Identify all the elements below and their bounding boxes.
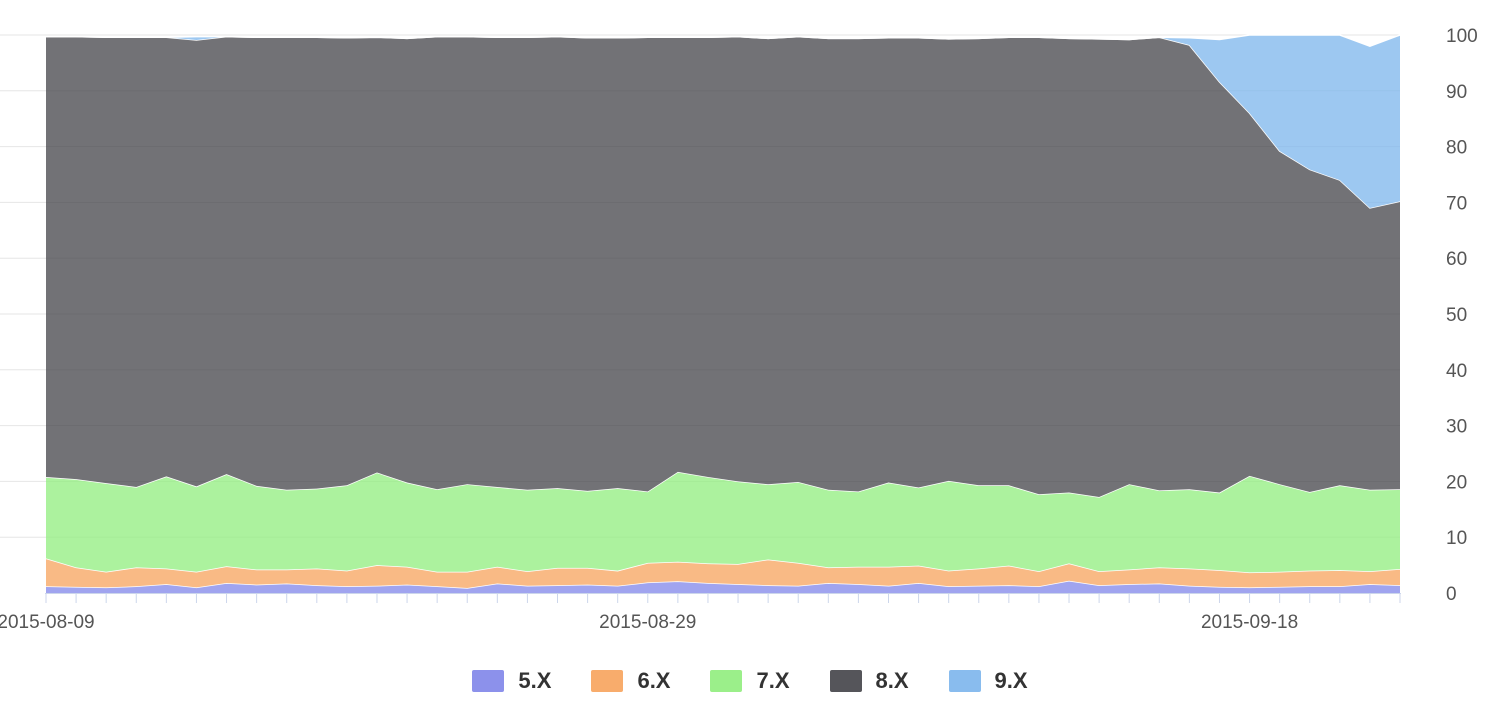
legend: 5.X 6.X 7.X 8.X 9.X [0, 668, 1500, 694]
legend-item-8x[interactable]: 8.X [829, 668, 909, 694]
y-tick-label: 90 [1446, 82, 1467, 103]
y-tick-label: 100 [1446, 26, 1478, 47]
legend-item-7x[interactable]: 7.X [710, 668, 790, 694]
legend-swatch [829, 670, 862, 692]
series-area-9x[interactable] [46, 35, 1400, 208]
y-tick-label: 50 [1446, 305, 1467, 326]
y-tick-label: 60 [1446, 249, 1467, 270]
legend-label: 9.X [994, 668, 1028, 693]
series-line-9x [46, 34, 1401, 47]
x-axis-labels: 2015-08-09 2015-08-29 2015-09-18 [0, 612, 1298, 633]
series-area-7x[interactable] [46, 471, 1400, 573]
x-tick-label: 2015-08-09 [0, 612, 95, 633]
y-tick-label: 80 [1446, 138, 1467, 159]
legend-swatch [710, 670, 743, 692]
legend-swatch [948, 670, 981, 692]
legend-label: 8.X [875, 668, 909, 693]
x-tick-label: 2015-08-29 [599, 612, 696, 633]
legend-label: 7.X [756, 668, 790, 693]
y-tick-label: 10 [1446, 528, 1467, 549]
legend-swatch [591, 670, 624, 692]
y-tick-label: 0 [1446, 584, 1457, 605]
y-tick-label: 20 [1446, 472, 1467, 493]
y-tick-label: 40 [1446, 361, 1467, 382]
y-axis: 0 10 20 30 40 50 60 70 80 90 100 [1446, 26, 1478, 605]
series-area-5x[interactable] [46, 580, 1400, 593]
legend-label: 6.X [637, 668, 671, 693]
legend-item-6x[interactable]: 6.X [591, 668, 670, 694]
y-tick-label: 70 [1446, 193, 1467, 214]
legend-item-9x[interactable]: 9.X [948, 668, 1028, 694]
series-area-8x[interactable] [46, 36, 1400, 498]
legend-label: 5.X [518, 668, 552, 693]
legend-swatch [472, 670, 505, 692]
legend-item-5x[interactable]: 5.X [472, 668, 551, 694]
x-tick-label: 2015-09-18 [1201, 612, 1298, 633]
series-areas [45, 34, 1401, 593]
y-tick-label: 30 [1446, 417, 1467, 438]
x-axis [45, 593, 1401, 603]
